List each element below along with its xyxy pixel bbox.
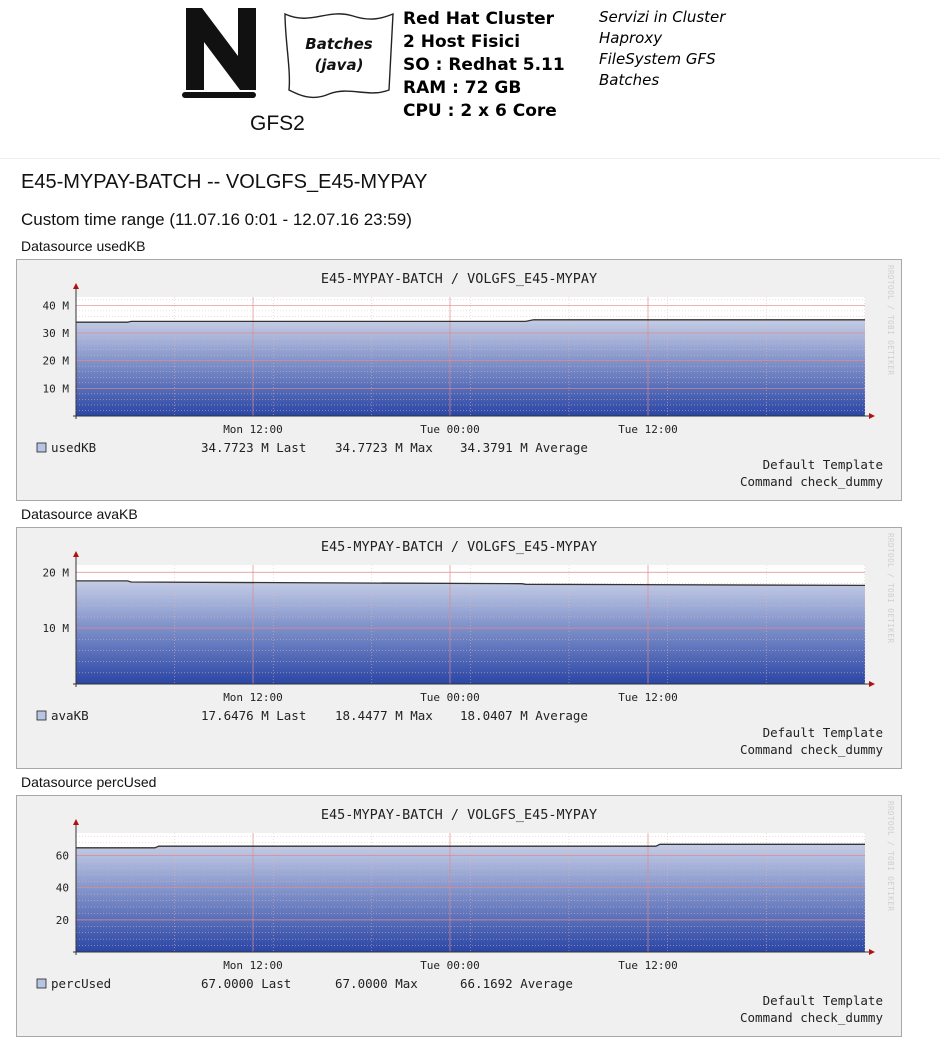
- y-tick-label: 20 M: [43, 566, 70, 579]
- series-line-percUsed: [76, 843, 865, 849]
- template-label: Default Template: [763, 457, 883, 472]
- service-line: Batches: [599, 71, 660, 89]
- x-tick-label: Tue 00:00: [420, 691, 480, 704]
- y-tick-label: 10 M: [43, 382, 70, 395]
- spec-line: RAM : 72 GB: [403, 78, 522, 98]
- spec-line: SO : Redhat 5.11: [403, 55, 565, 75]
- x-axis-arrow: [869, 949, 875, 955]
- graph-title: E45-MYPAY-BATCH / VOLGFS_E45-MYPAY: [321, 271, 597, 287]
- x-tick-label: Mon 12:00: [223, 691, 283, 704]
- page-title: E45-MYPAY-BATCH -- VOLGFS_E45-MYPAY: [21, 171, 428, 193]
- legend-last: 34.7723 M Last: [201, 440, 306, 455]
- y-tick-label: 20: [56, 914, 69, 927]
- legend-max: 67.0000 Max: [335, 976, 418, 991]
- legend-swatch: [36, 710, 47, 721]
- template-label: Default Template: [763, 993, 883, 1008]
- series-line-usedKB: [76, 319, 865, 323]
- batches-scroll-icon: [284, 12, 394, 99]
- x-axis-arrow: [869, 681, 875, 687]
- graph-avakb[interactable]: E45-MYPAY-BATCH / VOLGFS_E45-MYPAY RRDTOO…: [16, 527, 902, 769]
- graph-title: E45-MYPAY-BATCH / VOLGFS_E45-MYPAY: [321, 539, 597, 555]
- rrdtool-watermark: RRDTOOL / TOBI OETIKER: [886, 265, 895, 375]
- legend-max: 18.4477 M Max: [335, 708, 433, 723]
- legend-series-name: percUsed: [51, 976, 111, 991]
- service-line: FileSystem GFS: [599, 50, 716, 68]
- scroll-line-2: (java): [314, 56, 364, 74]
- x-tick-label: Tue 12:00: [618, 423, 678, 436]
- graph-percused[interactable]: E45-MYPAY-BATCH / VOLGFS_E45-MYPAY RRDTOO…: [16, 795, 902, 1037]
- legend-last: 67.0000 Last: [201, 976, 291, 991]
- x-tick-label: Mon 12:00: [223, 423, 283, 436]
- legend-series-name: usedKB: [51, 440, 96, 455]
- datasource-label-usedkb: Datasource usedKB: [21, 238, 146, 254]
- spec-line: Red Hat Cluster: [403, 9, 555, 29]
- y-tick-label: 60: [56, 850, 69, 863]
- gfs2-logo-icon: [182, 8, 256, 98]
- legend-average: 34.3791 M Average: [460, 440, 588, 455]
- y-tick-label: 20 M: [43, 355, 70, 368]
- chart-svg: E45-MYPAY-BATCH / VOLGFS_E45-MYPAY RRDTOO…: [16, 527, 902, 769]
- command-label: Command check_dummy: [740, 742, 883, 757]
- command-label: Command check_dummy: [740, 1010, 883, 1025]
- legend-average: 18.0407 M Average: [460, 708, 588, 723]
- template-label: Default Template: [763, 725, 883, 740]
- x-tick-label: Tue 00:00: [420, 959, 480, 972]
- x-axis-arrow: [869, 413, 875, 419]
- y-tick-label: 10 M: [43, 622, 70, 635]
- logo-caption: GFS2: [250, 112, 305, 135]
- rrdtool-watermark: RRDTOOL / TOBI OETIKER: [886, 533, 895, 643]
- y-axis-arrow: [73, 551, 79, 557]
- legend-average: 66.1692 Average: [460, 976, 573, 991]
- y-axis-arrow: [73, 283, 79, 289]
- series-line-avaKB: [76, 580, 866, 587]
- cluster-services: Servizi in Cluster Haproxy FileSystem GF…: [599, 7, 725, 91]
- legend-last: 17.6476 M Last: [201, 708, 306, 723]
- header: GFS2 Batches (java) Red Hat Cluster 2 Ho…: [0, 0, 940, 160]
- datasource-label-avakb: Datasource avaKB: [21, 506, 138, 522]
- x-tick-label: Tue 12:00: [618, 691, 678, 704]
- chart-svg: E45-MYPAY-BATCH / VOLGFS_E45-MYPAY RRDTOO…: [16, 259, 902, 501]
- graph-title: E45-MYPAY-BATCH / VOLGFS_E45-MYPAY: [321, 807, 597, 823]
- time-range: Custom time range (11.07.16 0:01 - 12.07…: [21, 210, 412, 229]
- scroll-text: Batches (java): [283, 34, 395, 76]
- cluster-specs: Red Hat Cluster 2 Host Fisici SO : Redha…: [403, 8, 565, 123]
- series-area-percUsed: [76, 844, 865, 952]
- scroll-line-1: Batches: [305, 35, 373, 53]
- legend-swatch: [36, 978, 47, 989]
- spec-line: 2 Host Fisici: [403, 32, 521, 52]
- graph-usedkb[interactable]: E45-MYPAY-BATCH / VOLGFS_E45-MYPAY RRDTOO…: [16, 259, 902, 501]
- y-tick-label: 30 M: [43, 327, 70, 340]
- y-tick-label: 40: [56, 882, 69, 895]
- x-tick-label: Tue 00:00: [420, 423, 480, 436]
- command-label: Command check_dummy: [740, 474, 883, 489]
- rrdtool-watermark: RRDTOOL / TOBI OETIKER: [886, 801, 895, 911]
- header-separator: [0, 158, 940, 159]
- series-area-usedKB: [76, 319, 865, 416]
- x-tick-label: Mon 12:00: [223, 959, 283, 972]
- legend-series-name: avaKB: [51, 708, 89, 723]
- legend-max: 34.7723 M Max: [335, 440, 433, 455]
- chart-svg: E45-MYPAY-BATCH / VOLGFS_E45-MYPAY RRDTOO…: [16, 795, 902, 1037]
- x-tick-label: Tue 12:00: [618, 959, 678, 972]
- service-line: Haproxy: [599, 29, 663, 47]
- legend-swatch: [36, 442, 47, 453]
- spec-line: CPU : 2 x 6 Core: [403, 101, 557, 121]
- series-area-avaKB: [76, 580, 865, 684]
- datasource-label-percused: Datasource percUsed: [21, 774, 157, 790]
- y-axis-arrow: [73, 819, 79, 825]
- y-tick-label: 40 M: [43, 299, 70, 312]
- service-line: Servizi in Cluster: [599, 8, 726, 26]
